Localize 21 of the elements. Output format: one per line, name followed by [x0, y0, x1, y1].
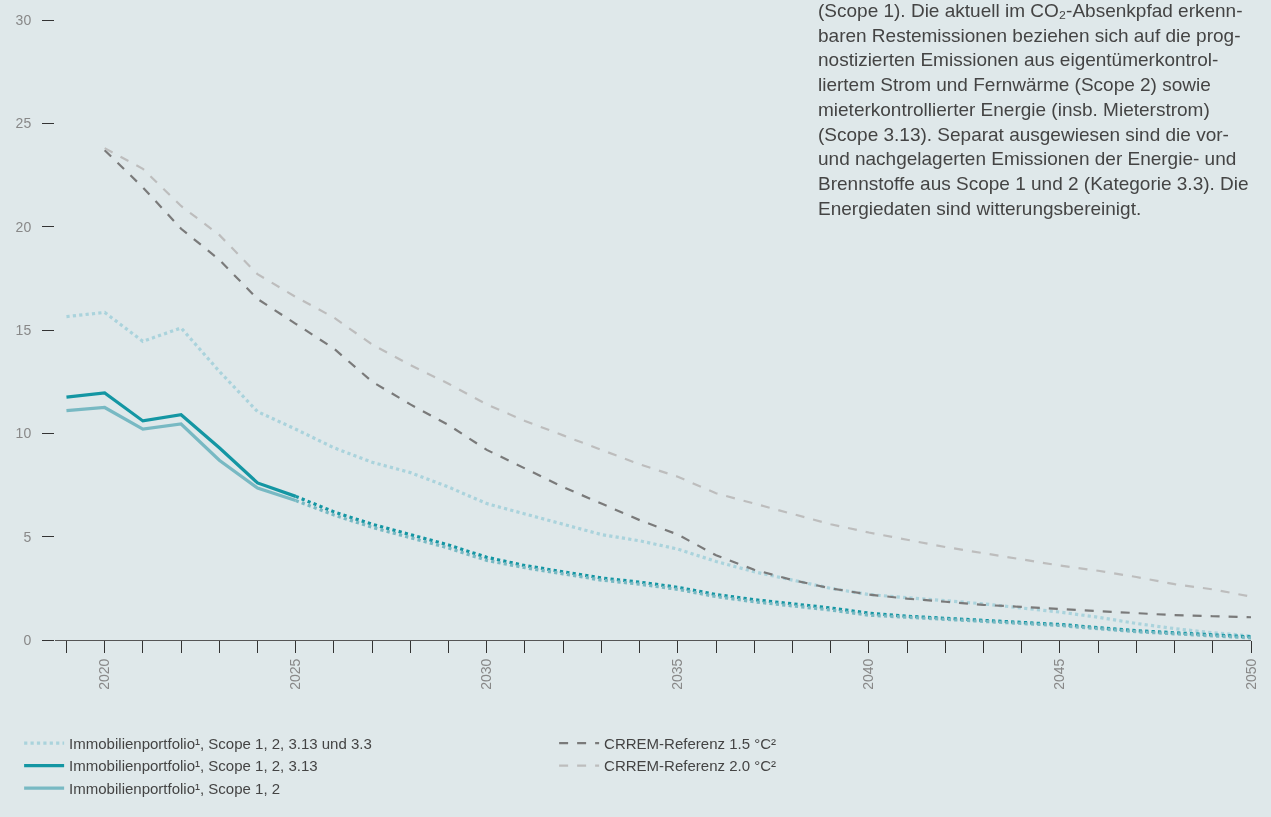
x-tick-label: 2025: [287, 658, 304, 690]
legend-label: CRREM-Referenz 1.5 °C²: [604, 734, 776, 752]
y-tick-label: 5: [23, 528, 32, 545]
x-tick-label: 2030: [478, 658, 495, 690]
y-tick-label: 0: [23, 631, 32, 648]
y-tick-label: 30: [15, 11, 32, 28]
legend-label: Immobilienportfolio¹, Scope 1, 2: [69, 779, 281, 797]
y-tick-label: 10: [15, 425, 32, 442]
y-tick-label: 25: [15, 115, 32, 132]
x-tick-label: 2035: [669, 658, 686, 690]
y-tick-label: 15: [15, 321, 32, 338]
text: (Scope 1). Die aktuell im CO₂-Absenkpfad erkenn- baren Restemissionen beziehen sich auf die prog- nostizierten Emissionen aus eigentümerkontrol- liertem Strom und Fernwärme (Scope 2) sowie mieterkontrollierter Energie (insb. Mieterstrom) (Scope 3.13). Separat ausgewiesen sind die vor- und nachgelagerten Emissionen der Energie- und Brennstoffe aus Scope 1 und 2 (Kategorie 3.3). Die Energiedaten sind witterungsbereinigt.: [818, 0, 1249, 219]
line-series: [64, 310, 1251, 638]
x-tick-label: 2040: [860, 658, 877, 690]
y-tick-label: 20: [15, 218, 32, 235]
legend-label: Immobilienportfolio¹, Scope 1, 2, 3.13: [69, 757, 318, 775]
legend-label: CRREM-Referenz 2.0 °C²: [604, 757, 776, 775]
x-tick-label: 2020: [96, 658, 113, 690]
x-tick-label: 2050: [1242, 658, 1259, 690]
legend-label: Immobilienportfolio¹, Scope 1, 2, 3.13 und 3.3: [69, 734, 372, 752]
x-tick-label: 2045: [1051, 658, 1068, 690]
